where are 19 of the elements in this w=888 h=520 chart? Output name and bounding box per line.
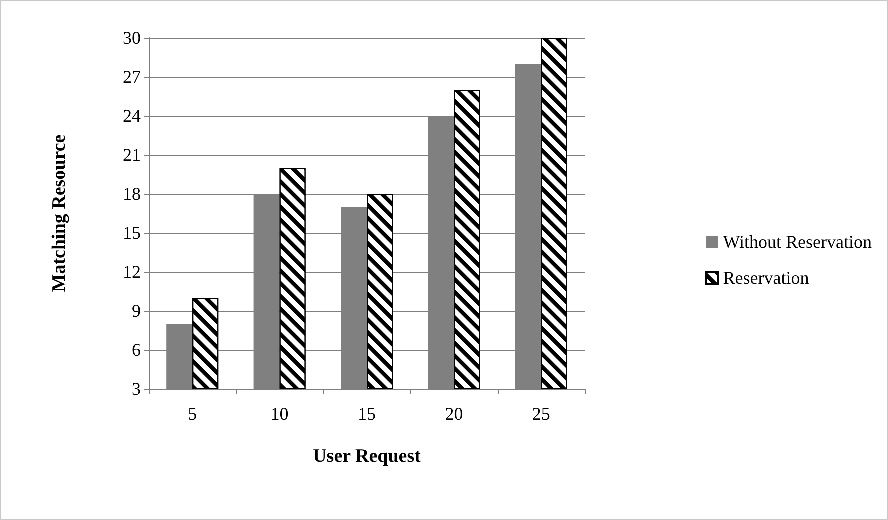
- y-tick-label: 27: [123, 67, 141, 87]
- x-tick-label: 5: [188, 404, 198, 424]
- y-tick-label: 24: [123, 106, 141, 126]
- y-axis-title: Matching Resource: [49, 134, 70, 292]
- y-tick-label: 21: [123, 145, 141, 165]
- x-tick-label: 20: [445, 404, 464, 424]
- y-tick-label: 9: [132, 301, 141, 321]
- y-tick-label: 18: [123, 184, 141, 204]
- y-tick-label: 15: [123, 223, 141, 243]
- legend-label: Without Reservation: [723, 232, 872, 252]
- x-axis-title: User Request: [313, 446, 422, 467]
- y-tick-label: 12: [123, 262, 141, 282]
- legend-label: Reservation: [723, 268, 810, 288]
- x-tick-label: 15: [358, 404, 376, 424]
- x-tick-label: 25: [532, 404, 550, 424]
- y-tick-label: 30: [123, 28, 141, 48]
- y-tick-label: 3: [132, 379, 141, 399]
- y-tick-label: 6: [132, 340, 141, 360]
- x-tick-label: 10: [270, 404, 289, 424]
